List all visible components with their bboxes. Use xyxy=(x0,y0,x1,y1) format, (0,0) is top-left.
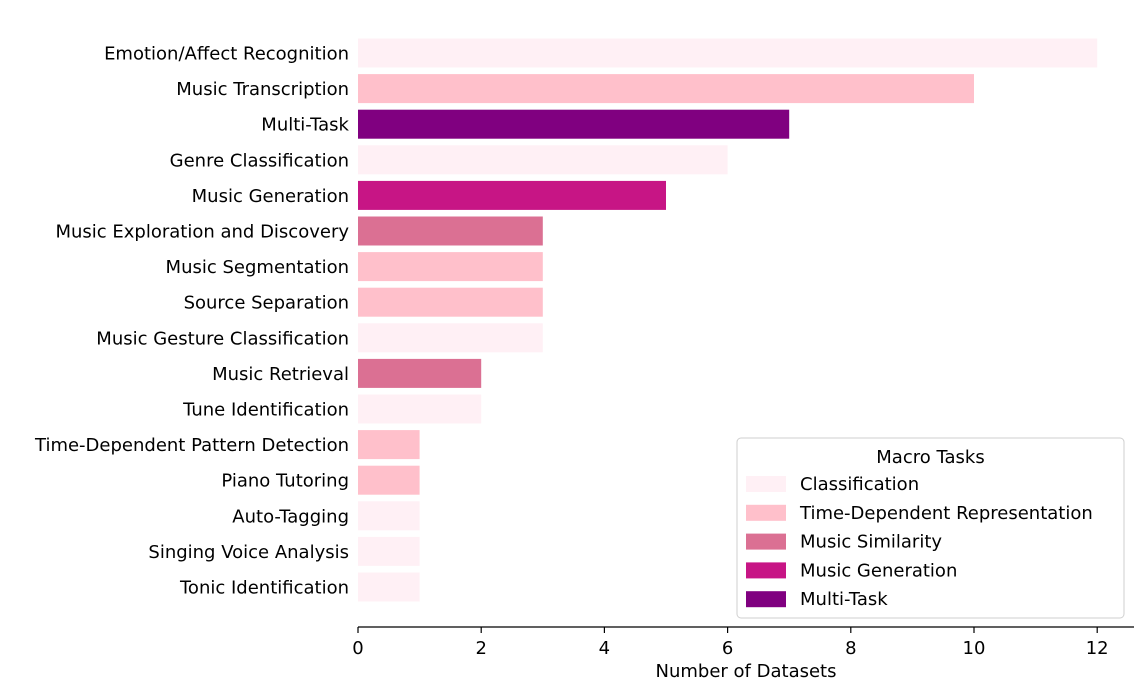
bar-tonic-identification xyxy=(358,572,420,602)
legend-entry-label: Classification xyxy=(800,474,919,495)
x-tick-label: 4 xyxy=(599,638,610,659)
x-tick-label: 12 xyxy=(1086,638,1109,659)
bar-music-generation xyxy=(358,180,666,210)
bar-tune-identification xyxy=(358,394,482,424)
bar-emotion-affect-recognition xyxy=(358,38,1098,68)
bar-singing-voice-analysis xyxy=(358,536,420,566)
y-tick-label: Music Exploration and Discovery xyxy=(55,222,349,243)
legend-entry-label: Music Similarity xyxy=(800,532,942,553)
y-tick-label: Singing Voice Analysis xyxy=(148,542,349,563)
x-tick-label: 2 xyxy=(475,638,486,659)
legend-entry-label: Music Generation xyxy=(800,560,957,581)
bars-group xyxy=(358,38,1098,602)
y-tick-label: Tune Identification xyxy=(182,400,349,421)
y-tick-label: Music Segmentation xyxy=(166,257,349,278)
y-tick-labels: Emotion/Affect Recognition Music Transcri… xyxy=(34,44,350,599)
bar-piano-tutoring xyxy=(358,465,420,495)
x-axis-label: Number of Datasets xyxy=(656,661,837,682)
legend-swatch xyxy=(746,504,786,521)
legend-entry-label: Time-Dependent Representation xyxy=(799,503,1093,524)
bar-music-gesture-classification xyxy=(358,323,543,353)
y-tick-label: Tonic Identification xyxy=(179,578,349,599)
y-tick-label: Auto-Tagging xyxy=(232,506,349,527)
legend-swatch xyxy=(746,533,786,550)
y-tick-label: Music Retrieval xyxy=(212,364,349,385)
bar-music-segmentation xyxy=(358,252,543,282)
y-tick-label: Genre Classification xyxy=(170,150,349,171)
legend-swatch xyxy=(746,591,786,608)
bar-music-exploration-and-discovery xyxy=(358,216,543,246)
x-tick-label: 8 xyxy=(845,638,856,659)
x-axis: 0 2 4 6 8 10 12 xyxy=(352,626,1134,659)
legend-swatch xyxy=(746,476,786,492)
x-tick-label: 0 xyxy=(352,638,363,659)
y-tick-label: Time-Dependent Pattern Detection xyxy=(34,435,349,456)
y-tick-label: Emotion/Affect Recognition xyxy=(104,44,349,65)
bar-music-transcription xyxy=(358,74,974,104)
legend-title: Macro Tasks xyxy=(876,447,984,468)
bar-music-retrieval xyxy=(358,358,482,388)
y-tick-label: Piano Tutoring xyxy=(221,471,349,492)
bar-multi-task xyxy=(358,109,790,139)
bar-genre-classification xyxy=(358,145,728,175)
legend-entry-label: Multi-Task xyxy=(800,589,888,610)
y-tick-label: Music Generation xyxy=(192,186,349,207)
y-tick-label: Music Transcription xyxy=(176,79,349,100)
bar-auto-tagging xyxy=(358,501,420,531)
legend-frame xyxy=(736,437,1125,619)
y-tick-label: Multi-Task xyxy=(261,115,349,136)
bar-time-dependent-pattern-detection xyxy=(358,430,420,460)
bar-source-separation xyxy=(358,287,543,317)
legend: Macro Tasks Classification Time-Dependent … xyxy=(736,437,1125,619)
x-tick-label: 10 xyxy=(963,638,986,659)
x-tick-label: 6 xyxy=(722,638,733,659)
legend-swatch xyxy=(746,562,786,579)
y-tick-label: Music Gesture Classification xyxy=(96,328,349,349)
y-tick-label: Source Separation xyxy=(184,293,349,314)
